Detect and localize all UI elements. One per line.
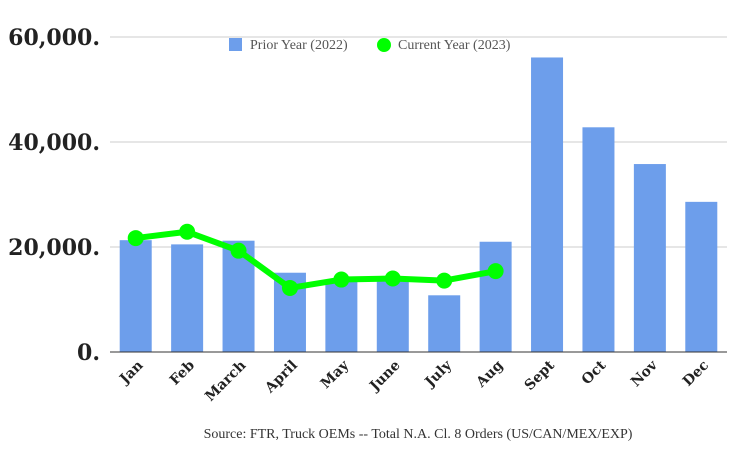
x-tick-label-jan: Jan xyxy=(116,358,147,389)
bar-jan xyxy=(119,240,152,352)
legend-swatch-current-year xyxy=(377,38,391,52)
bar-july xyxy=(428,295,461,352)
x-tick-label-march: March xyxy=(202,358,249,405)
x-tick-label-sept: Sept xyxy=(522,357,559,394)
x-tick-label-feb: Feb xyxy=(167,357,198,388)
bar-feb xyxy=(171,244,204,352)
x-tick-label-dec: Dec xyxy=(680,358,712,390)
point-july xyxy=(436,272,453,289)
y-tick-label: 60,000. xyxy=(8,25,100,51)
bar-oct xyxy=(582,127,615,352)
x-tick-label-june: June xyxy=(366,357,404,395)
bar-nov xyxy=(633,164,666,352)
legend-swatch-prior-year xyxy=(229,38,242,51)
point-feb xyxy=(179,223,196,240)
y-tick-label: 40,000. xyxy=(8,130,100,156)
legend-label-current-year: Current Year (2023) xyxy=(398,38,511,53)
source-note: Source: FTR, Truck OEMs -- Total N.A. Cl… xyxy=(204,427,633,442)
point-aug xyxy=(487,263,504,280)
legend-label-prior-year: Prior Year (2022) xyxy=(250,38,348,53)
y-axis-ticks: 0. 20,000. 40,000. 60,000. xyxy=(8,25,100,366)
point-june xyxy=(384,270,401,287)
bar-series xyxy=(119,57,718,352)
point-may xyxy=(333,271,350,288)
x-tick-label-oct: Oct xyxy=(579,357,610,388)
bar-june xyxy=(376,279,409,352)
bar-may xyxy=(325,280,358,352)
y-tick-label: 0. xyxy=(77,340,100,366)
x-tick-label-may: May xyxy=(318,357,353,392)
x-axis-ticks: Jan Feb March April May June July Aug Sept Oct Nov… xyxy=(116,357,713,405)
bar-dec xyxy=(685,201,718,352)
legend: Prior Year (2022) Current Year (2023) xyxy=(229,38,511,53)
bar-aug xyxy=(479,241,512,352)
grid-lines xyxy=(110,36,727,248)
point-jan xyxy=(127,230,144,247)
current-year-line xyxy=(132,228,499,291)
point-march xyxy=(230,242,247,259)
line-series xyxy=(127,223,504,296)
x-tick-label-nov: Nov xyxy=(628,357,661,390)
y-tick-label: 20,000. xyxy=(8,235,100,261)
point-april xyxy=(281,279,298,296)
x-tick-label-april: April xyxy=(261,358,300,397)
x-tick-label-aug: Aug xyxy=(473,357,507,391)
bar-sept xyxy=(531,57,564,352)
x-tick-label-july: July xyxy=(421,357,456,392)
